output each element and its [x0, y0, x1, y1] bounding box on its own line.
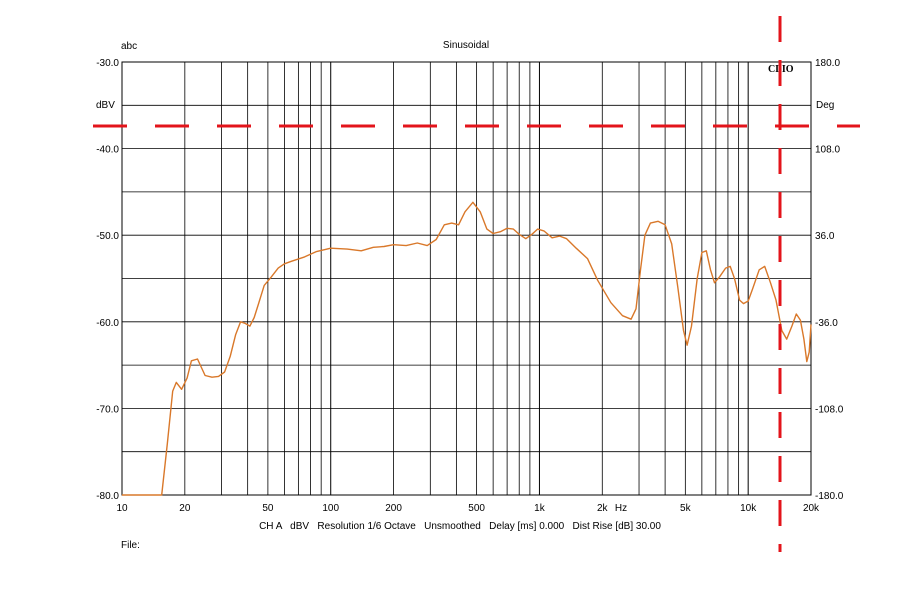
x-tick-label: 100: [322, 503, 339, 514]
y-tick-label: -80.0: [96, 491, 119, 502]
x-tick-label: 1k: [534, 503, 546, 514]
x-tick-label: 50: [262, 503, 274, 514]
y2-tick-label: -108.0: [815, 404, 844, 415]
y2-tick-label: 36.0: [815, 231, 835, 242]
y-tick-label: -60.0: [96, 318, 119, 329]
left-axis-unit: dBV: [96, 100, 115, 111]
y-tick-label: -40.0: [96, 145, 119, 156]
y2-tick-label: -180.0: [815, 491, 844, 502]
y2-tick-label: -36.0: [815, 318, 838, 329]
y-tick-label: -30.0: [96, 58, 119, 69]
x-tick-label: 10: [116, 503, 128, 514]
x-axis-unit: Hz: [615, 503, 627, 514]
measurement-settings-footer: CH A dBV Resolution 1/6 Octave Unsmoothe…: [259, 521, 661, 532]
grid-lines: [122, 62, 811, 495]
response-curve-line: [122, 201, 812, 496]
y2-tick-label: 180.0: [815, 58, 840, 69]
y-tick-label: -50.0: [96, 231, 119, 242]
x-tick-label: 5k: [680, 503, 692, 514]
top-left-label: abc: [121, 41, 137, 52]
chart-title: Sinusoidal: [443, 40, 489, 51]
x-tick-label: 10k: [740, 503, 757, 514]
y-tick-label: -70.0: [96, 404, 119, 415]
plot-frame: [121, 61, 812, 496]
tick-labels: -30.0 -40.0 -50.0 -60.0 -70.0 -80.0 180.0 108.0…: [96, 58, 844, 514]
x-tick-label: 200: [385, 503, 402, 514]
x-tick-label: 2k: [597, 503, 609, 514]
y2-tick-label: 108.0: [815, 145, 840, 156]
series-layer: [122, 201, 812, 496]
x-tick-label: 500: [468, 503, 485, 514]
right-axis-unit: Deg: [816, 100, 834, 111]
file-label: File:: [121, 540, 140, 551]
x-tick-label: 20k: [803, 503, 820, 514]
x-tick-label: 20: [179, 503, 191, 514]
